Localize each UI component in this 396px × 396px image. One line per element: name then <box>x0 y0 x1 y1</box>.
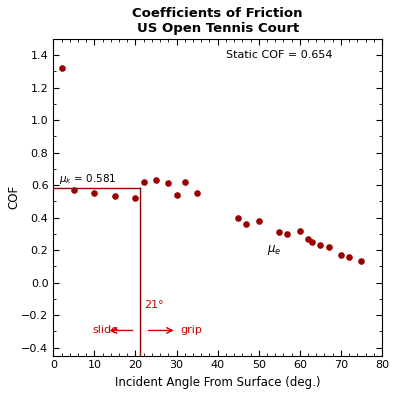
Point <box>141 179 147 185</box>
Point <box>165 180 171 187</box>
Point <box>235 214 242 221</box>
Text: $\mu_e$: $\mu_e$ <box>267 243 281 257</box>
Point <box>284 230 291 237</box>
Point <box>91 190 97 196</box>
Point <box>173 192 180 198</box>
X-axis label: Incident Angle From Surface (deg.): Incident Angle From Surface (deg.) <box>115 376 320 389</box>
Point <box>182 179 188 185</box>
Point <box>243 221 249 227</box>
Text: slide: slide <box>92 326 118 335</box>
Point <box>358 258 365 265</box>
Point <box>112 193 118 200</box>
Point <box>194 190 200 196</box>
Point <box>71 187 77 193</box>
Point <box>338 252 344 258</box>
Point <box>305 236 311 242</box>
Text: Static COF = 0.654: Static COF = 0.654 <box>226 50 332 60</box>
Y-axis label: COF: COF <box>7 185 20 209</box>
Point <box>309 239 315 245</box>
Point <box>297 227 303 234</box>
Point <box>255 218 262 224</box>
Point <box>276 229 282 235</box>
Title: Coefficients of Friction
US Open Tennis Court: Coefficients of Friction US Open Tennis … <box>132 7 303 35</box>
Text: grip: grip <box>181 326 203 335</box>
Point <box>132 195 139 201</box>
Point <box>153 177 159 183</box>
Point <box>317 242 324 248</box>
Text: 21°: 21° <box>144 300 163 310</box>
Text: $\mu_k$ = 0.581: $\mu_k$ = 0.581 <box>59 172 117 186</box>
Point <box>58 65 65 71</box>
Point <box>326 244 332 250</box>
Point <box>346 253 352 260</box>
